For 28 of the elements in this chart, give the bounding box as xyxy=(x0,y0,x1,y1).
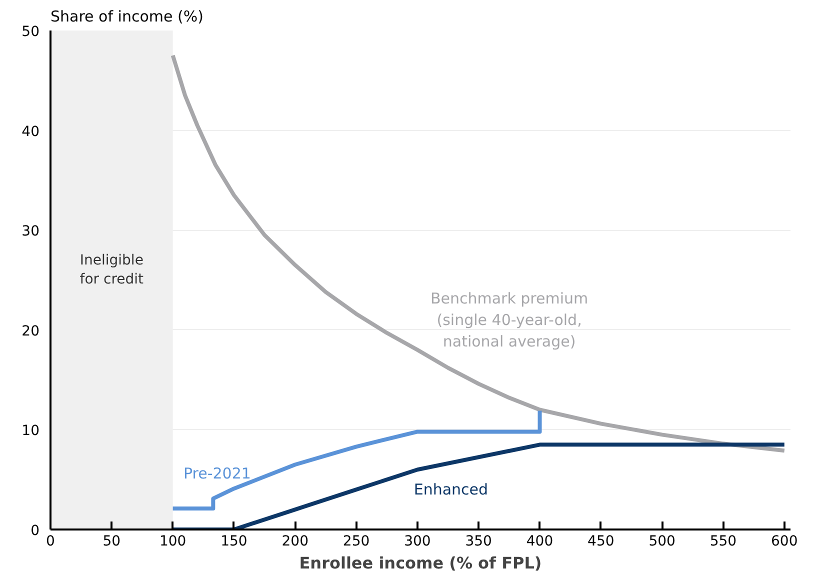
x-tick-label: 400 xyxy=(526,534,554,550)
x-tick-label: 250 xyxy=(342,534,370,550)
x-tick-label: 150 xyxy=(220,534,248,550)
y-tick-label: 10 xyxy=(22,423,40,440)
line-series xyxy=(170,408,542,511)
line-series xyxy=(170,442,786,530)
line-series xyxy=(170,53,786,453)
y-tick-label: 0 xyxy=(30,523,40,539)
x-tick-label: 450 xyxy=(588,534,614,550)
x-tick-label: 100 xyxy=(159,534,186,550)
series-label: Enhanced xyxy=(414,480,488,499)
x-axis-title: Enrollee income (% of FPL) xyxy=(299,554,542,572)
x-tick-label: 50 xyxy=(102,534,121,550)
x-tick-label: 600 xyxy=(771,534,798,550)
y-tick-label: 30 xyxy=(22,224,40,240)
x-tick-label: 300 xyxy=(404,534,431,550)
x-tick-label: 500 xyxy=(648,534,676,550)
y-tick-label: 40 xyxy=(22,124,40,140)
series-label: Pre-2021 xyxy=(183,464,251,483)
y-tick-label: 20 xyxy=(22,323,40,340)
x-tick-label: 350 xyxy=(465,534,492,550)
x-tick-label: 0 xyxy=(46,534,55,550)
y-tick-label: 50 xyxy=(22,24,40,40)
band-label: Ineligible for credit xyxy=(80,252,144,288)
series-label: Benchmark premium (single 40-year-old, national average) xyxy=(430,289,588,351)
x-tick-label: 550 xyxy=(710,534,737,550)
y-axis-title: Share of income (%) xyxy=(50,8,204,26)
x-tick-label: 200 xyxy=(282,534,308,550)
